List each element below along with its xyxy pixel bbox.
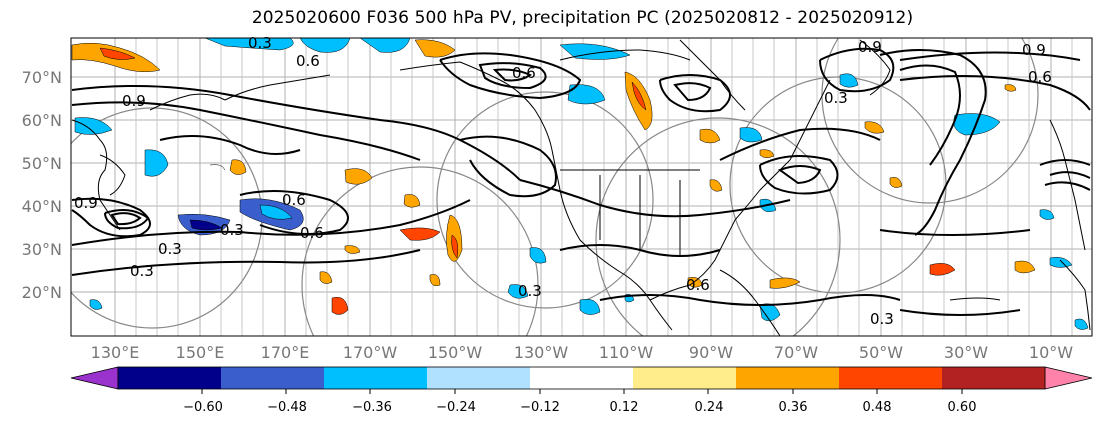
colorbar-tick-label: 0.12	[609, 400, 639, 415]
contour-label: 0.3	[130, 262, 154, 280]
lat-label-40n: 40°N	[21, 197, 62, 216]
colorbar-under-extend	[70, 366, 119, 390]
colorbar-swatch	[118, 367, 222, 389]
lat-label-70n: 70°N	[21, 68, 62, 87]
contour-label: 0.6	[686, 276, 710, 294]
lon-label-170e: 170°E	[260, 343, 310, 362]
contour-label: 0.6	[1028, 68, 1052, 86]
map-title: 2025020600 F036 500 hPa PV, precipitatio…	[251, 8, 914, 28]
colorbar-tick-label: −0.12	[520, 400, 560, 415]
lon-label-130w: 130°W	[513, 343, 569, 362]
lon-label-150w: 150°W	[427, 343, 483, 362]
contour-label: 0.3	[870, 310, 894, 328]
lon-label-90w: 90°W	[688, 343, 734, 362]
lat-label-60n: 60°N	[21, 111, 62, 130]
contour-label: 0.9	[858, 38, 882, 56]
lon-label-130e: 130°E	[90, 343, 140, 362]
contour-label: 0.9	[74, 194, 98, 212]
colorbar-tick-label: 0.60	[947, 400, 977, 415]
colorbar-swatch	[839, 367, 943, 389]
lat-label-50n: 50°N	[21, 154, 62, 173]
colorbar-tick-label: −0.36	[352, 400, 392, 415]
contour-label: 0.6	[300, 224, 324, 242]
colorbar-swatch	[633, 367, 737, 389]
colorbar-swatch	[530, 367, 634, 389]
colorbar-swatch	[736, 367, 840, 389]
contour-label: 0.9	[122, 92, 146, 110]
contour-labels: 0.3 0.6 0.9 0.6 0.9 0.3 0.6 0.3 0.6 0.3 …	[74, 34, 1052, 328]
contour-label: 0.3	[220, 221, 244, 239]
colorbar-swatch	[221, 367, 325, 389]
coastlines	[71, 39, 1091, 336]
colorbar-tick-label: −0.24	[436, 400, 476, 415]
lat-label-30n: 30°N	[21, 240, 62, 259]
contour-label: 0.9	[1022, 41, 1046, 59]
colorbar	[70, 366, 1093, 394]
lon-label-150e: 150°E	[175, 343, 225, 362]
contour-label: 0.6	[296, 52, 320, 70]
colorbar-swatch	[324, 367, 428, 389]
contour-label: 0.3	[824, 89, 848, 107]
colorbar-over-extend	[1044, 366, 1093, 390]
lon-label-110w: 110°W	[598, 343, 654, 362]
contour-label: 0.6	[512, 64, 536, 82]
contour-label: 0.3	[518, 282, 542, 300]
colorbar-tick-label: 0.24	[694, 400, 724, 415]
lat-label-20n: 20°N	[21, 283, 62, 302]
contour-label: 0.3	[158, 240, 182, 258]
colorbar-swatch	[942, 367, 1046, 389]
colorbar-tick-label: −0.48	[267, 400, 307, 415]
precip-shading	[71, 38, 1089, 330]
lon-label-70w: 70°W	[773, 343, 819, 362]
lon-label-170w: 170°W	[342, 343, 398, 362]
colorbar-tick-label: 0.48	[862, 400, 892, 415]
contour-label: 0.3	[248, 34, 272, 52]
pv-contours	[71, 47, 1091, 316]
contour-label: 0.6	[282, 191, 306, 209]
colorbar-tick-label: 0.36	[778, 400, 808, 415]
lon-label-30w: 30°W	[943, 343, 989, 362]
colorbar-tick-label: −0.60	[183, 400, 223, 415]
map-frame	[70, 37, 1093, 337]
lon-label-10w: 10°W	[1028, 343, 1074, 362]
lon-label-50w: 50°W	[858, 343, 904, 362]
colorbar-swatch	[427, 367, 531, 389]
map-plot-area	[71, 38, 1092, 336]
